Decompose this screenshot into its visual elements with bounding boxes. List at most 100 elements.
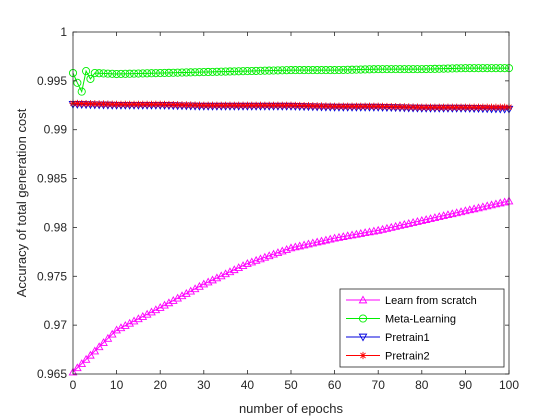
data-point-pretrain2 xyxy=(208,101,217,109)
data-point-pretrain2 xyxy=(187,101,195,109)
data-point-meta-learning xyxy=(317,66,326,75)
data-point-meta-learning xyxy=(378,65,387,74)
data-point-meta-learning xyxy=(426,64,435,73)
data-point-meta-learning xyxy=(387,65,396,74)
data-point-meta-learning xyxy=(474,64,483,73)
legend-label: Pretrain1 xyxy=(385,332,430,344)
legend-marker xyxy=(358,295,368,304)
data-point-learn-from-scratch xyxy=(77,359,87,367)
data-point-meta-learning xyxy=(182,68,191,77)
x-tick-label: 100 xyxy=(499,378,519,392)
x-tick-label: 40 xyxy=(241,378,255,392)
data-point-meta-learning xyxy=(448,64,457,73)
y-tick-label: 0.98 xyxy=(44,220,68,234)
data-point-pretrain2 xyxy=(448,103,456,111)
axes-layer: 0 10 20 30 40 50 60 70 80 90 100 0.965 0.97 0.975 0.98… xyxy=(37,25,519,392)
data-point-learn-from-scratch xyxy=(68,367,78,376)
data-point-meta-learning xyxy=(95,69,104,78)
data-point-meta-learning xyxy=(478,64,487,73)
data-point-meta-learning xyxy=(247,66,256,76)
data-point-meta-learning xyxy=(177,68,187,77)
data-point-meta-learning xyxy=(395,65,405,74)
legend-item-pretrain1: Pretrain1 xyxy=(346,332,430,344)
data-point-meta-learning xyxy=(208,67,217,76)
data-point-pretrain2 xyxy=(331,102,339,110)
series-line-meta-learning xyxy=(72,67,509,94)
data-point-meta-learning xyxy=(291,66,300,75)
data-point-learn-from-scratch xyxy=(186,286,196,295)
data-point-meta-learning xyxy=(369,65,378,74)
data-point-meta-learning xyxy=(382,65,391,74)
data-point-meta-learning xyxy=(491,64,500,73)
data-point-pretrain2 xyxy=(440,103,448,111)
data-point-pretrain2 xyxy=(252,101,260,109)
data-point-pretrain2 xyxy=(453,103,461,111)
data-point-learn-from-scratch xyxy=(190,284,200,293)
x-tick-label: 0 xyxy=(70,378,77,392)
data-point-meta-learning xyxy=(256,66,265,75)
data-point-learn-from-scratch xyxy=(164,298,174,307)
data-point-meta-learning xyxy=(212,67,221,76)
data-point-meta-learning xyxy=(112,69,121,79)
x-tick-label: 90 xyxy=(459,378,473,392)
data-point-meta-learning xyxy=(121,69,130,78)
data-point-meta-learning xyxy=(286,66,296,75)
x-tick-label: 70 xyxy=(372,378,386,392)
data-point-pretrain2 xyxy=(387,102,395,111)
data-point-meta-learning xyxy=(456,64,466,73)
data-point-meta-learning xyxy=(86,74,95,83)
data-point-meta-learning xyxy=(138,69,147,78)
data-point-pretrain2 xyxy=(178,101,186,109)
data-point-meta-learning xyxy=(103,69,112,78)
data-point-learn-from-scratch xyxy=(173,293,183,302)
data-point-meta-learning xyxy=(343,65,352,74)
data-point-pretrain2 xyxy=(300,101,308,110)
data-point-meta-learning xyxy=(443,64,453,73)
data-point-pretrain2 xyxy=(487,103,496,111)
data-point-meta-learning xyxy=(404,65,413,74)
y-tick-label: 0.99 xyxy=(44,123,68,137)
data-point-meta-learning xyxy=(391,65,400,74)
data-point-meta-learning xyxy=(452,64,461,73)
legend-item-meta-learning: Meta-Learning xyxy=(346,314,456,326)
data-point-meta-learning xyxy=(221,67,230,76)
data-point-meta-learning xyxy=(470,64,479,73)
data-point-meta-learning xyxy=(308,66,317,75)
data-point-meta-learning xyxy=(313,66,322,75)
data-point-meta-learning xyxy=(108,69,117,78)
legend-marker xyxy=(358,314,368,323)
legend-marker xyxy=(359,351,367,360)
y-tick-label: 1 xyxy=(60,25,67,39)
data-point-learn-from-scratch xyxy=(103,333,113,342)
data-point-meta-learning xyxy=(73,78,82,87)
data-point-learn-from-scratch xyxy=(81,354,91,363)
legend-item-pretrain2: Pretrain2 xyxy=(346,351,430,363)
x-axis-label: number of epochs xyxy=(239,401,344,416)
data-point-meta-learning xyxy=(265,66,274,75)
data-point-pretrain2 xyxy=(213,101,221,109)
data-point-meta-learning xyxy=(321,66,330,75)
x-tick-label: 60 xyxy=(328,378,342,392)
data-point-learn-from-scratch xyxy=(160,300,169,309)
data-point-meta-learning xyxy=(204,67,213,77)
data-point-pretrain2 xyxy=(352,102,360,110)
legend-item-learn-from-scratch: Learn from scratch xyxy=(346,295,477,307)
data-point-meta-learning xyxy=(374,65,383,74)
data-point-pretrain2 xyxy=(99,100,108,108)
x-tick-label: 20 xyxy=(154,378,168,392)
data-point-pretrain2 xyxy=(134,100,142,108)
y-tick-label: 0.995 xyxy=(37,74,67,88)
data-point-meta-learning xyxy=(413,65,422,74)
x-tick-label: 80 xyxy=(415,378,429,392)
data-point-meta-learning xyxy=(269,66,278,75)
data-point-meta-learning xyxy=(300,66,309,75)
data-point-meta-learning xyxy=(77,87,86,96)
data-point-meta-learning xyxy=(234,67,243,76)
data-point-learn-from-scratch xyxy=(99,338,108,346)
data-point-meta-learning xyxy=(143,69,152,78)
data-point-learn-from-scratch xyxy=(177,291,187,300)
data-point-learn-from-scratch xyxy=(72,363,82,372)
data-point-meta-learning xyxy=(352,65,361,74)
legend-label: Pretrain2 xyxy=(385,351,430,363)
